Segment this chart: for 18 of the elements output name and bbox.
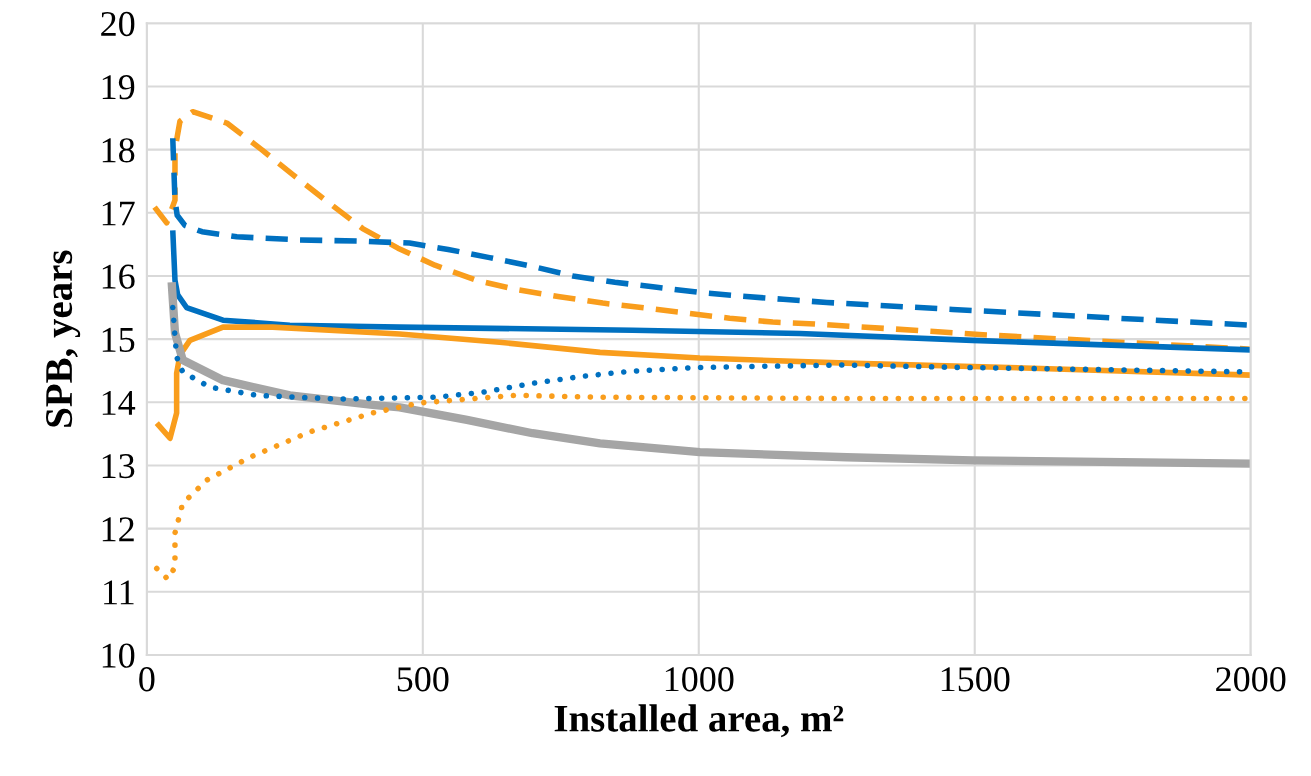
y-tick-label: 15 (102, 327, 135, 352)
y-axis-title: SPB, years (46, 250, 81, 427)
y-tick-label: 10 (102, 643, 135, 668)
x-tick-label: 1000 (665, 667, 734, 692)
y-tick-label: 12 (102, 517, 134, 542)
y-tick-label: 19 (102, 75, 135, 100)
x-tick-label: 500 (397, 667, 449, 692)
x-tick-label: 1500 (941, 667, 1010, 692)
x-axis-title: Installed area, m² (554, 704, 844, 738)
x-tick-label: 0 (139, 667, 155, 692)
y-tick-label: 14 (102, 390, 136, 415)
y-tick-label: 11 (104, 580, 134, 605)
y-tick-label: 13 (102, 454, 135, 479)
y-tick-label: 16 (102, 264, 135, 289)
y-tick-label: 20 (101, 11, 135, 37)
y-tick-label: 18 (102, 138, 135, 163)
x-tick-label: 2000 (1216, 667, 1286, 692)
y-tick-label: 17 (102, 201, 135, 226)
